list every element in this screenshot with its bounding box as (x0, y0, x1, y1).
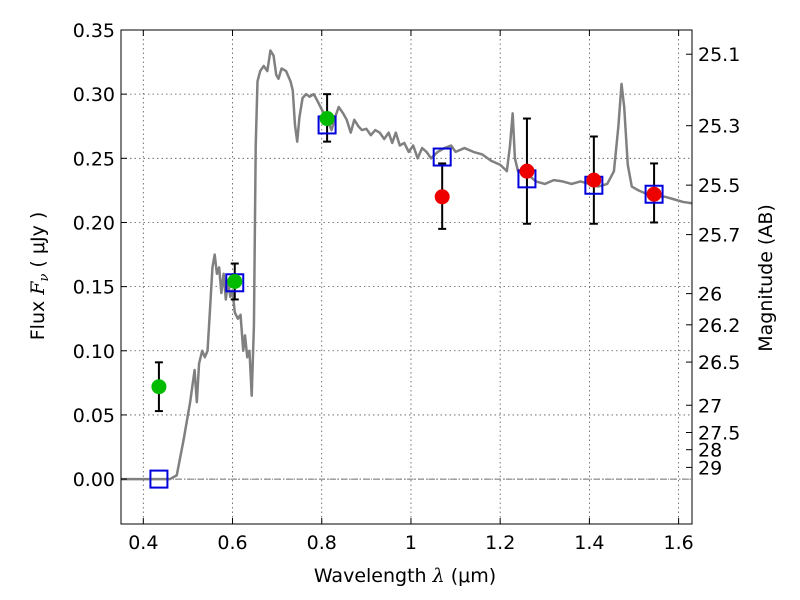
y-tick-label: 0.00 (73, 469, 115, 491)
magnitude-tick-label: 27 (698, 395, 722, 417)
magnitude-tick-label: 26.2 (698, 315, 740, 337)
flux-point (519, 164, 534, 179)
y-tick-label: 0.15 (73, 277, 115, 299)
flux-point (151, 379, 166, 394)
x-tick-label: 1.2 (485, 532, 515, 554)
x-tick-label: 1.4 (574, 532, 604, 554)
y-tick-label: 0.25 (73, 148, 115, 170)
y2-axis-label: Magnitude (AB) (755, 204, 777, 352)
x-tick-label: 0.8 (307, 532, 337, 554)
flux-point (320, 111, 335, 126)
y-tick-label: 0.35 (73, 20, 115, 42)
flux-point (647, 187, 662, 202)
magnitude-tick-label: 26 (698, 284, 722, 306)
magnitude-tick-label: 25.5 (698, 175, 740, 197)
y-tick-label: 0.05 (73, 405, 115, 427)
magnitude-tick-label: 29 (698, 457, 722, 479)
flux-point (586, 173, 601, 188)
figure-background (0, 0, 800, 600)
magnitude-tick-label: 25.7 (698, 225, 740, 247)
sed-chart: 0.4 0.6 0.8 1 1.2 1.4 1.6 0.00 0.05 0.10 0.15 0.20… (0, 0, 800, 600)
y-tick-label: 0.20 (73, 212, 115, 234)
flux-point (227, 274, 242, 289)
x-axis-label: Wavelength λ (μm) (314, 565, 496, 587)
x-tick-label: 1 (405, 532, 417, 554)
magnitude-tick-label: 26.5 (698, 352, 740, 374)
magnitude-tick-label: 25.1 (698, 44, 740, 66)
y-tick-label: 0.10 (73, 341, 115, 363)
y-tick-label: 0.30 (73, 84, 115, 106)
magnitude-tick-label: 25.3 (698, 116, 740, 138)
x-tick-label: 0.6 (217, 532, 247, 554)
flux-point (435, 189, 450, 204)
x-tick-label: 1.6 (664, 532, 694, 554)
x-tick-label: 0.4 (128, 532, 158, 554)
